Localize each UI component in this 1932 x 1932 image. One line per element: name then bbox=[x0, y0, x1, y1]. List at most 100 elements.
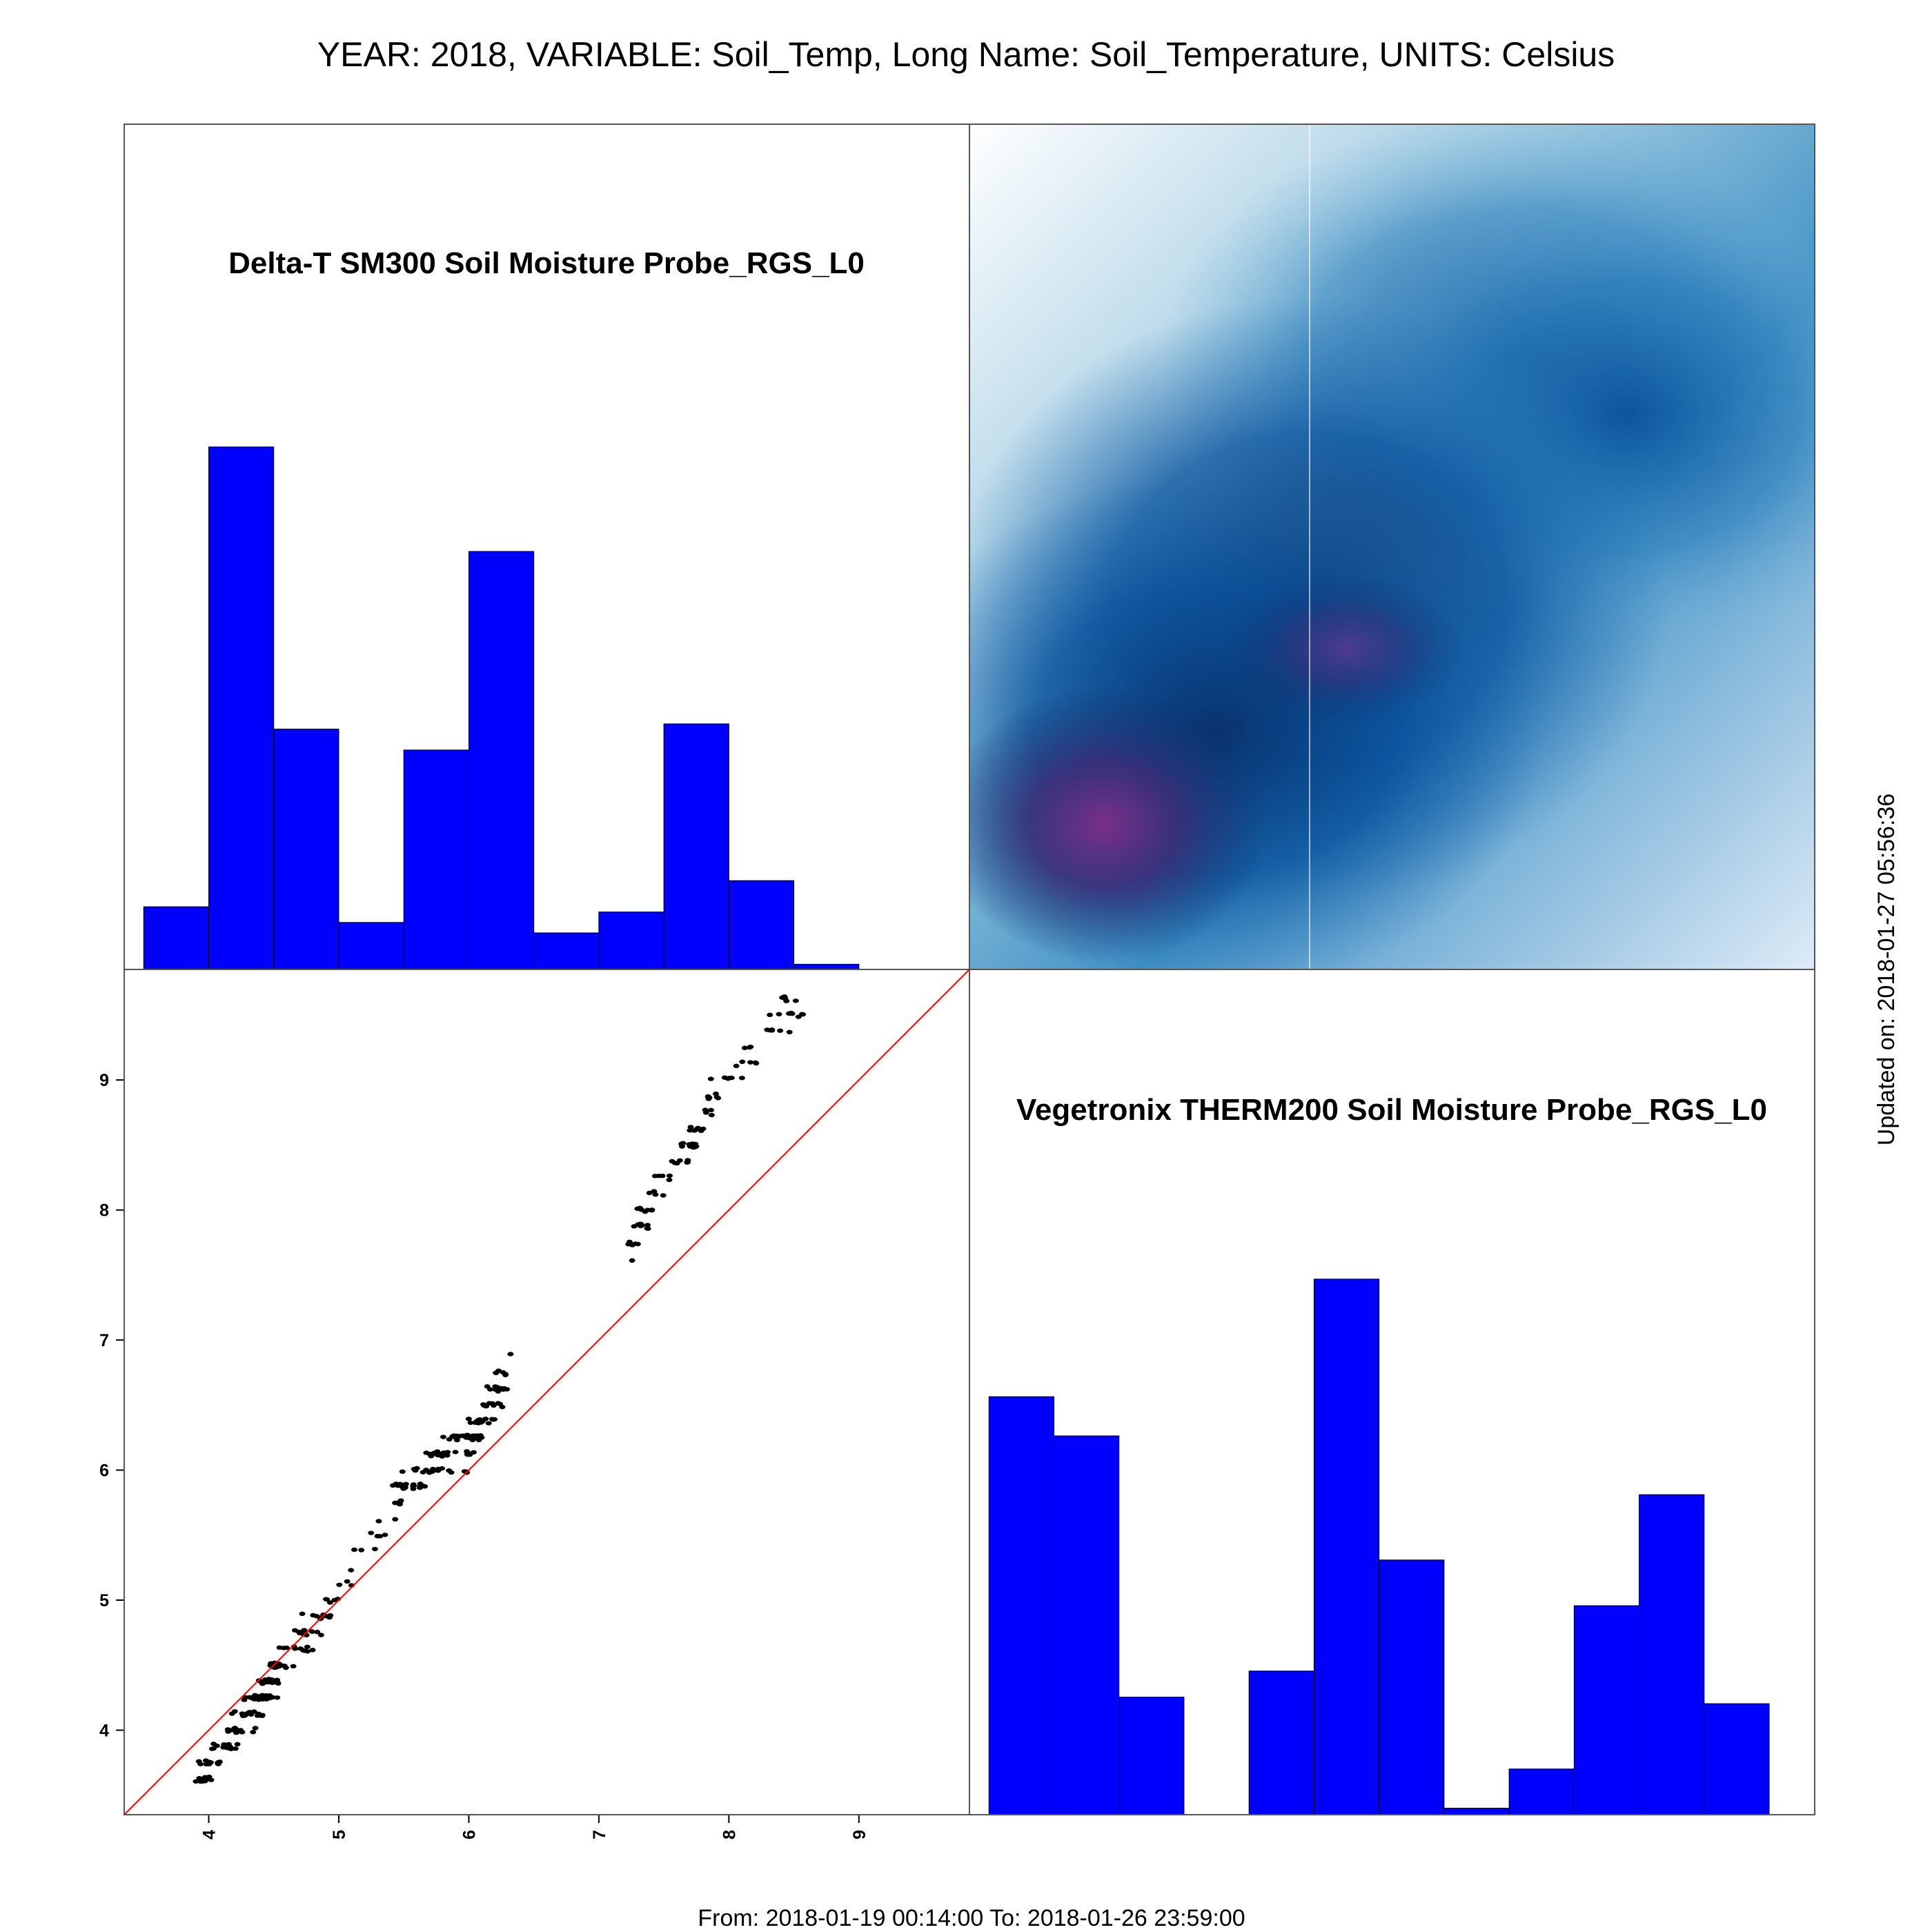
scatter-point bbox=[500, 1370, 506, 1374]
scatter-point bbox=[249, 1695, 256, 1699]
scatter-point bbox=[492, 1384, 499, 1389]
x-tick-label: 8 bbox=[720, 1830, 739, 1840]
scatter-axes: 4 5 6 7 8 9 4 5 6 7 8 9 bbox=[99, 1071, 869, 1840]
scatter-point bbox=[634, 1241, 641, 1247]
histogram-bar bbox=[793, 963, 860, 970]
scatter-point bbox=[644, 1226, 651, 1231]
scatter-point bbox=[739, 1059, 746, 1065]
matrix-frame bbox=[124, 124, 1815, 1815]
scatter-point bbox=[344, 1579, 351, 1584]
histogram-bar bbox=[663, 723, 729, 970]
scatter-point bbox=[644, 1223, 651, 1228]
scatter-point bbox=[299, 1611, 306, 1617]
scatter-point bbox=[239, 1713, 246, 1719]
chart-title: YEAR: 2018, VARIABLE: Soil_Temp, Long Na… bbox=[317, 35, 1615, 74]
scatter-point bbox=[304, 1644, 310, 1649]
scatter-point bbox=[444, 1450, 451, 1455]
histogram-bar bbox=[143, 906, 209, 970]
scatter-point bbox=[326, 1600, 333, 1605]
scatter-point bbox=[411, 1483, 417, 1488]
scatter-point bbox=[646, 1190, 653, 1196]
x-tick-label: 4 bbox=[200, 1830, 219, 1840]
scatter-point bbox=[638, 1222, 644, 1227]
scatter-point bbox=[482, 1417, 489, 1421]
x-tick-label: 7 bbox=[590, 1830, 609, 1840]
histogram-bar bbox=[403, 749, 469, 970]
scatter-point bbox=[666, 1177, 673, 1183]
scatter-point bbox=[671, 1161, 678, 1165]
histogram-bar bbox=[1443, 1808, 1510, 1815]
scatter-point bbox=[721, 1075, 728, 1080]
scatter-point bbox=[680, 1141, 687, 1145]
scatter-point bbox=[348, 1568, 355, 1573]
scatter-point bbox=[767, 1012, 773, 1018]
histogram-bar bbox=[1379, 1559, 1445, 1815]
scatter-point bbox=[777, 1028, 784, 1033]
y-tick-label: 4 bbox=[99, 1722, 109, 1741]
scatter-point bbox=[274, 1695, 281, 1700]
scatter-point bbox=[269, 1695, 276, 1700]
scatter-point bbox=[440, 1435, 447, 1439]
scatter-point bbox=[792, 998, 799, 1003]
scatter-point bbox=[489, 1401, 495, 1406]
scatter-panel bbox=[124, 969, 969, 1815]
scatter-point bbox=[246, 1710, 253, 1715]
scatter-point bbox=[707, 1076, 714, 1081]
updated-timestamp: Updated on: 2018-01-27 05:56:36 bbox=[1873, 793, 1900, 1145]
x-tick-label: 5 bbox=[330, 1830, 349, 1840]
scatter-point bbox=[504, 1387, 511, 1392]
scatter-point bbox=[308, 1629, 315, 1634]
scatter-point bbox=[368, 1530, 375, 1535]
scatter-point bbox=[471, 1435, 478, 1441]
scatter-point bbox=[747, 1060, 754, 1065]
scatter-point bbox=[738, 1076, 745, 1081]
scatter-point bbox=[283, 1645, 290, 1650]
scatter-point bbox=[262, 1677, 268, 1682]
scatter-point bbox=[275, 1681, 282, 1686]
scatter-point bbox=[795, 1014, 802, 1019]
scatter-point bbox=[195, 1759, 202, 1764]
scatter-point bbox=[767, 1028, 773, 1033]
scatter-point bbox=[728, 1075, 735, 1081]
scatter-point bbox=[446, 1468, 453, 1473]
scatter-point bbox=[290, 1664, 297, 1669]
scatter-point bbox=[702, 1107, 709, 1112]
scatter-point bbox=[203, 1762, 210, 1767]
y-tick-label: 7 bbox=[99, 1331, 109, 1350]
scatter-point bbox=[250, 1730, 257, 1735]
scatter-point bbox=[202, 1758, 209, 1763]
scatter-point bbox=[484, 1384, 491, 1389]
scatter-point bbox=[402, 1485, 408, 1490]
scatter-point bbox=[649, 1208, 656, 1213]
scatter-point bbox=[451, 1433, 457, 1438]
x-tick-label: 9 bbox=[850, 1830, 869, 1840]
scatter-point bbox=[193, 1779, 199, 1784]
density-blob bbox=[1228, 573, 1463, 724]
scatter-point bbox=[629, 1258, 635, 1263]
scatter-point bbox=[636, 1205, 643, 1210]
scatter-point bbox=[781, 994, 788, 999]
scatter-point bbox=[323, 1597, 330, 1601]
scatter-point bbox=[336, 1582, 343, 1587]
histogram-bar bbox=[1704, 1703, 1770, 1815]
scatter-point bbox=[439, 1454, 446, 1459]
histogram-bar bbox=[988, 1396, 1055, 1815]
scatter-point bbox=[752, 1060, 759, 1065]
scatter-point bbox=[399, 1469, 406, 1475]
scatter-point bbox=[465, 1417, 472, 1421]
scatter-point bbox=[226, 1746, 233, 1751]
scatter-point bbox=[255, 1711, 262, 1716]
scatter-point bbox=[453, 1437, 460, 1443]
scatter-point bbox=[300, 1648, 307, 1653]
scatter-point bbox=[679, 1144, 686, 1149]
histogram-bar bbox=[468, 551, 535, 970]
scatter-point bbox=[693, 1144, 700, 1149]
scatter-point bbox=[464, 1452, 471, 1457]
scatter-point bbox=[477, 1433, 484, 1438]
scatter-point bbox=[267, 1679, 274, 1684]
scatter-point bbox=[326, 1615, 333, 1620]
scatter-point bbox=[239, 1730, 246, 1735]
scatter-point bbox=[417, 1483, 424, 1488]
y-tick-label: 5 bbox=[99, 1591, 109, 1610]
